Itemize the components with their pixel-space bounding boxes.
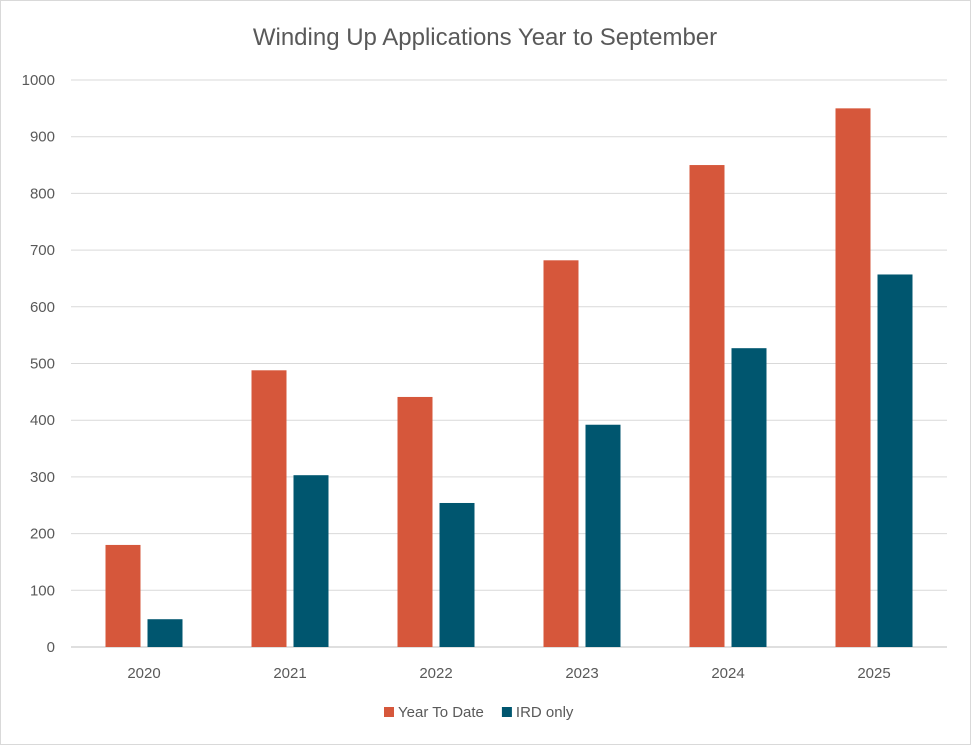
legend-label: Year To Date [398,704,484,721]
bar-year-to-date-2024 [689,165,725,648]
y-tick-label: 1000 [22,72,55,89]
x-tick-label: 2020 [127,665,160,682]
bar-ird-only-2024 [731,348,767,647]
y-tick-label: 800 [30,185,55,202]
y-tick-label: 700 [30,242,55,259]
bar-ird-only-2020 [147,619,183,647]
bar-year-to-date-2021 [251,370,287,647]
y-tick-label: 300 [30,469,55,486]
x-tick-label: 2022 [419,665,452,682]
x-tick-label: 2025 [857,665,890,682]
x-tick-label: 2021 [273,665,306,682]
bar-year-to-date-2022 [397,396,433,647]
bar-ird-only-2025 [877,274,913,647]
y-tick-label: 500 [30,356,55,373]
y-tick-label: 600 [30,299,55,316]
legend-swatch [384,707,394,717]
y-tick-label: 100 [30,582,55,599]
y-tick-label: 200 [30,526,55,543]
y-tick-label: 0 [47,639,55,656]
bar-ird-only-2023 [585,424,621,647]
chart-title: Winding Up Applications Year to Septembe… [253,24,717,51]
x-tick-label: 2023 [565,665,598,682]
bar-ird-only-2021 [293,475,329,647]
x-tick-label: 2024 [711,665,744,682]
y-tick-label: 400 [30,412,55,429]
bar-year-to-date-2025 [835,108,871,648]
legend-swatch [501,707,512,717]
bar-ird-only-2022 [439,502,475,647]
bar-year-to-date-2023 [543,260,579,647]
legend-label: IRD only [516,704,574,721]
y-tick-label: 900 [30,129,55,146]
bar-year-to-date-2020 [105,544,141,647]
